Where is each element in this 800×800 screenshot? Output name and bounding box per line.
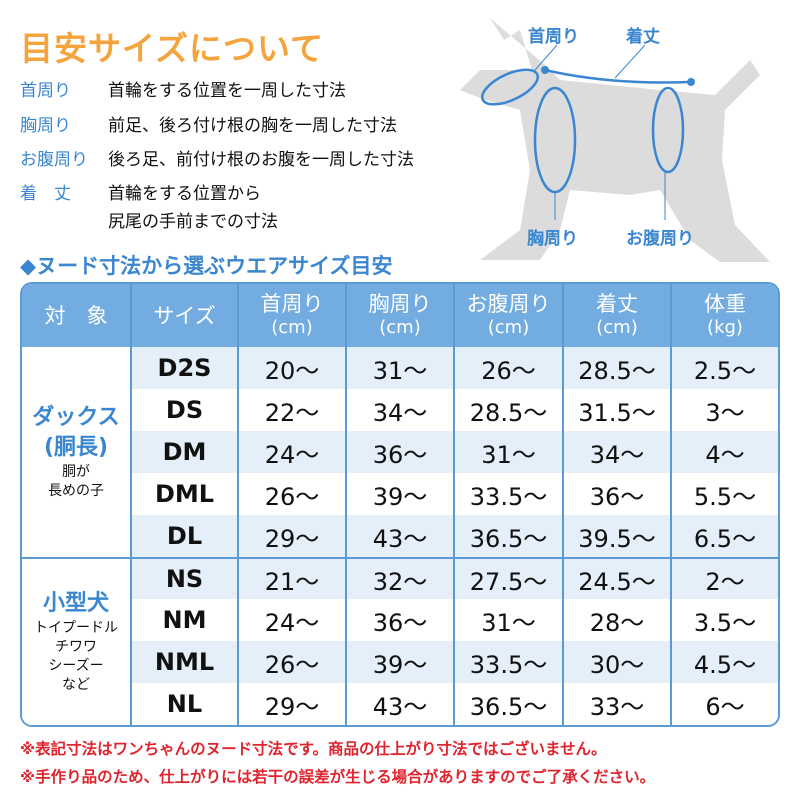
table-row: NM 24～ 36～ 31～ 28～ 3.5～ bbox=[22, 599, 778, 641]
header-weight: 体重 (kg) bbox=[672, 284, 778, 347]
dog-diagram bbox=[460, 18, 770, 262]
table-row: 小型犬 トイプードル チワワ シーズー など NS 21～ 32～ 27.5～ 24.5～ 2～ bbox=[22, 557, 778, 725]
diagram-label-chest: 胸周り bbox=[527, 229, 578, 249]
page-title: 目安サイズについて bbox=[20, 29, 325, 68]
group-desc: チワワ bbox=[55, 639, 97, 655]
value-cell: 2～ bbox=[672, 557, 778, 599]
header-length: 着丈 (cm) bbox=[564, 284, 672, 347]
value-cell: 6～ bbox=[705, 692, 745, 721]
size-cell: DL bbox=[132, 515, 239, 557]
group-name: 小型犬 bbox=[42, 591, 109, 616]
group-desc: トイプードル bbox=[34, 620, 118, 636]
diagram-label-neck: 首周り bbox=[528, 27, 579, 47]
value-cell: 24～ bbox=[239, 431, 347, 473]
size-cell: DM bbox=[132, 431, 239, 473]
value-cell: 27.5～ bbox=[455, 557, 564, 599]
diagram-label-belly: お腹周り bbox=[626, 229, 694, 249]
value-cell: 3.5～ bbox=[693, 608, 757, 637]
table-row: DL 29～ 43～ 36.5～ 39.5～ 6.5～ bbox=[22, 515, 778, 557]
table-row: DS 22～ 34～ 28.5～ 31.5～ 3～ bbox=[22, 389, 778, 431]
group-desc: など bbox=[62, 677, 90, 693]
value-cell: 36.5～ bbox=[455, 515, 564, 557]
value-cell: 28.5～ bbox=[455, 389, 564, 431]
note-1: ※表記寸法はワンちゃんのヌード寸法です。商品の仕上がり寸法ではございません。 bbox=[20, 740, 607, 758]
group-desc: シーズー bbox=[48, 658, 104, 674]
group-desc: 胴が bbox=[62, 464, 90, 480]
value-cell: 24.5～ bbox=[564, 557, 672, 599]
value-cell: 2.5～ bbox=[672, 347, 778, 389]
value-cell: 39～ bbox=[347, 473, 455, 515]
value-cell: 33.5～ bbox=[455, 473, 564, 515]
value-cell: 5.5～ bbox=[693, 482, 757, 511]
value-cell: 21～ bbox=[239, 557, 347, 599]
header-belly: お腹周り (cm) bbox=[455, 284, 564, 347]
value-cell: 36～ bbox=[564, 473, 672, 515]
value-cell: 6.5～ bbox=[672, 515, 778, 557]
belly-loop-icon bbox=[651, 86, 685, 174]
value-cell: 26～ bbox=[455, 347, 564, 389]
value-cell: 29～ bbox=[239, 515, 347, 557]
value-cell: 31.5～ bbox=[564, 389, 672, 431]
group-cell: ダックス (胴長) 胴が長めの子 bbox=[22, 347, 132, 557]
value-cell: 4.5～ bbox=[672, 641, 778, 683]
value-cell: 36.5～ bbox=[455, 683, 564, 725]
table-row: DM 24～ 36～ 31～ 34～ 4～ bbox=[22, 431, 778, 473]
size-cell: NS bbox=[132, 557, 239, 599]
value-cell: 28.5～ bbox=[564, 347, 672, 389]
header-target: 対 象 bbox=[22, 284, 132, 347]
value-cell: 31～ bbox=[347, 347, 455, 389]
value-cell: 34～ bbox=[564, 431, 672, 473]
table-row: ダックス (胴長) 胴が 長めの子 D2S 20～ 31～ 26～ 28.5～ 2.5～ bbox=[22, 347, 778, 557]
note-2: ※手作り品のため、仕上がりには若干の誤差が生じる場合がありますのでご了承ください… bbox=[20, 768, 656, 786]
size-cell: NM bbox=[132, 599, 239, 641]
size-cell: DML bbox=[132, 473, 239, 515]
size-cell: DS bbox=[132, 389, 239, 431]
value-cell: 28～ bbox=[564, 599, 672, 641]
value-cell: 39.5～ bbox=[564, 515, 672, 557]
table-row: NML 26～ 39～ 33.5～ 30～ 4.5～ bbox=[22, 641, 778, 683]
section-subtitle: ◆ヌード寸法から選ぶウエアサイズ目安 bbox=[20, 254, 393, 278]
value-cell: 26～ bbox=[239, 473, 347, 515]
value-cell: 22～ bbox=[239, 389, 347, 431]
value-cell: 4～ bbox=[672, 431, 778, 473]
table-row: NL 29～ 43～ 36.5～ 33～ 6～ bbox=[22, 683, 778, 725]
length-line-icon bbox=[544, 68, 691, 84]
group-desc: 長めの子 bbox=[48, 483, 104, 499]
value-cell: 36～ bbox=[347, 599, 455, 641]
header-neck: 首周り (cm) bbox=[239, 284, 347, 347]
table-row: DML 26～ 39～ 33.5～ 36～ 5.5～ bbox=[22, 473, 778, 515]
value-cell: 33～ bbox=[564, 683, 672, 725]
value-cell: 29～ bbox=[239, 683, 347, 725]
value-cell: 30～ bbox=[564, 641, 672, 683]
value-cell: 31～ bbox=[455, 431, 564, 473]
group-name-sub: (胴長) bbox=[43, 435, 109, 460]
group-name: ダックス bbox=[32, 405, 120, 430]
value-cell: 31～ bbox=[455, 599, 564, 641]
value-cell: 43～ bbox=[347, 515, 455, 557]
value-cell: 24～ bbox=[239, 599, 347, 641]
header-size: サイズ bbox=[132, 284, 239, 347]
size-cell: NML bbox=[132, 641, 239, 683]
value-cell: 20～ bbox=[239, 347, 347, 389]
value-cell: 32～ bbox=[347, 557, 455, 599]
value-cell: 26～ bbox=[239, 641, 347, 683]
table-header-row: 対 象 サイズ 首周り (cm) 胸周り (cm) お腹周り (cm) 着丈 (cm) … bbox=[22, 284, 778, 347]
diagram-label-length: 着丈 bbox=[626, 27, 660, 47]
header-chest: 胸周り (cm) bbox=[347, 284, 455, 347]
value-cell: 39～ bbox=[347, 641, 455, 683]
neck-loop-icon bbox=[481, 68, 539, 106]
value-cell: 43～ bbox=[347, 683, 455, 725]
value-cell: 33.5～ bbox=[455, 641, 564, 683]
size-table: 対 象 サイズ 首周り (cm) 胸周り (cm) お腹周り (cm) 着丈 (cm) … bbox=[20, 282, 780, 727]
value-cell: 36～ bbox=[347, 431, 455, 473]
size-cell: D2S bbox=[132, 347, 239, 389]
value-cell: 3～ bbox=[705, 398, 745, 427]
dog-silhouette bbox=[460, 18, 770, 262]
value-cell: 34～ bbox=[347, 389, 455, 431]
group-cell: 小型犬トイプードル チワワシーズーなど bbox=[22, 557, 132, 725]
size-cell: NL bbox=[132, 683, 239, 725]
